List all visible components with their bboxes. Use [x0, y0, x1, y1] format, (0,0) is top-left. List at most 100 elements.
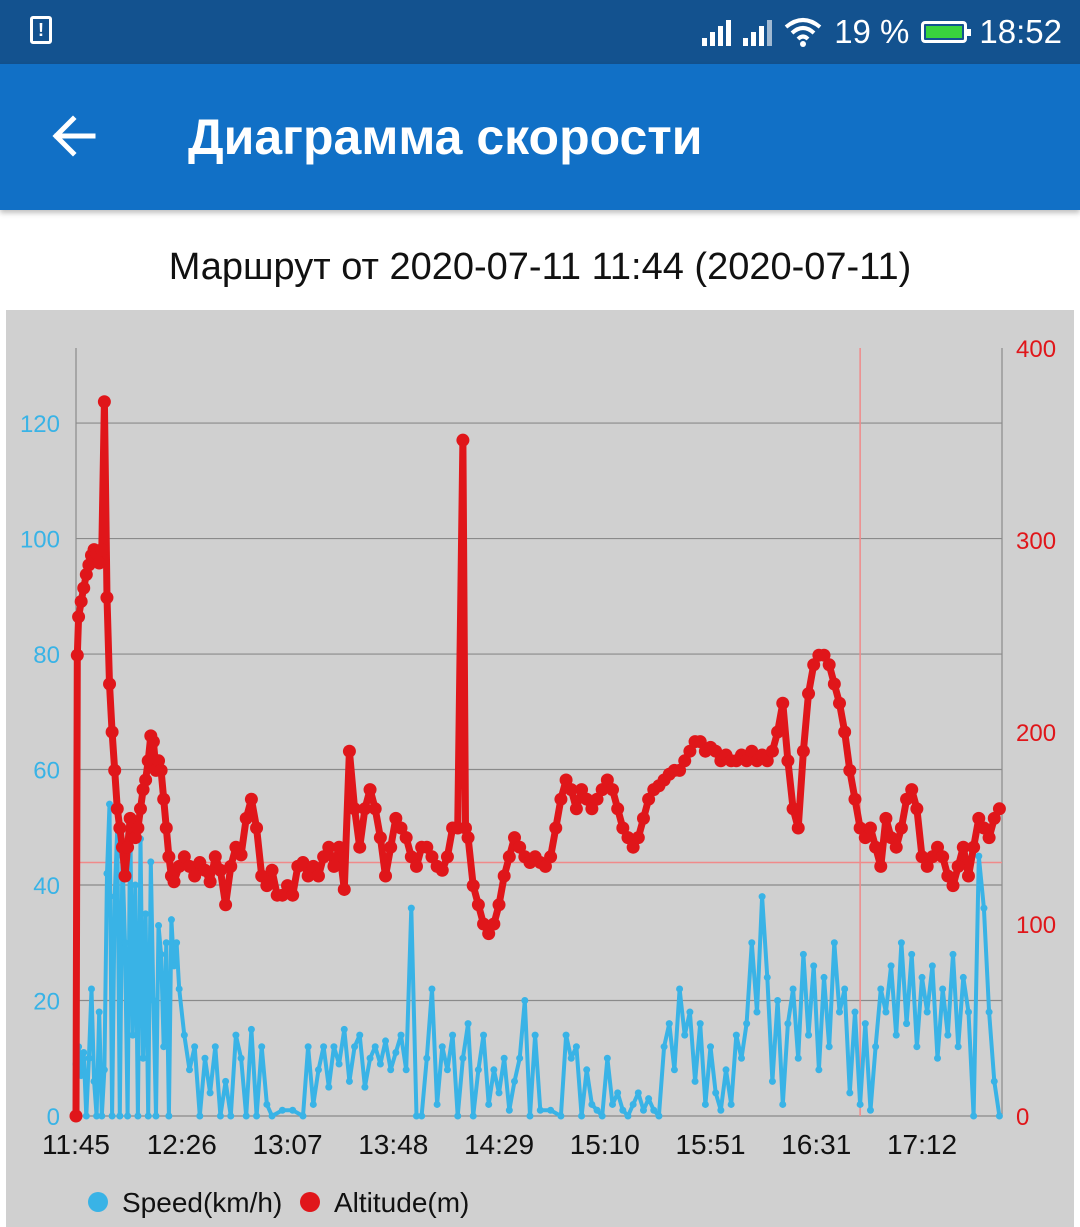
speed-point	[784, 1020, 792, 1028]
chart-area[interactable]: 0 20 40 60 80 100 120 0 100 200 300 400 11:45 12:26 13…	[6, 310, 1074, 1227]
speed-point	[495, 1089, 503, 1097]
speed-point	[227, 1112, 235, 1120]
speed-point	[722, 1066, 730, 1074]
altitude-point	[477, 917, 491, 931]
x-tick-label: 12:26	[147, 1129, 217, 1160]
speed-point	[676, 985, 684, 993]
speed-point	[866, 1106, 874, 1114]
speed-altitude-chart[interactable]: 0 20 40 60 80 100 120 0 100 200 300 400 11:45 12:26 13…	[6, 310, 1074, 1227]
speed-point	[531, 1031, 539, 1039]
altitude-point	[626, 840, 640, 854]
altitude-point	[353, 840, 367, 854]
altitude-point	[172, 859, 186, 873]
speed-point	[490, 1066, 498, 1074]
speed-point	[134, 1112, 142, 1120]
altitude-point	[435, 863, 449, 877]
altitude-point	[956, 840, 970, 854]
speed-point	[815, 1066, 823, 1074]
altitude-point	[162, 850, 176, 864]
altitude-point	[802, 687, 816, 701]
speed-point	[314, 1066, 322, 1074]
left-tick-label: 80	[33, 642, 60, 669]
speed-point	[727, 1100, 735, 1108]
battery-icon	[921, 21, 972, 43]
altitude-point	[198, 863, 212, 877]
speed-point	[882, 1008, 890, 1016]
speed-point	[547, 1106, 555, 1114]
speed-point	[474, 1066, 482, 1074]
speed-point	[139, 1054, 147, 1062]
altitude-point	[358, 802, 372, 816]
altitude-point	[636, 811, 650, 825]
speed-point	[624, 1112, 632, 1120]
altitude-point	[306, 859, 320, 873]
altitude-point	[487, 917, 501, 931]
speed-point	[660, 1043, 668, 1051]
altitude-point	[858, 831, 872, 845]
speed-point	[691, 1077, 699, 1085]
speed-point	[908, 950, 916, 958]
altitude-point	[348, 802, 362, 816]
x-tick-label: 15:51	[675, 1129, 745, 1160]
altitude-point	[982, 831, 996, 845]
speed-point	[376, 1060, 384, 1068]
altitude-point	[92, 556, 106, 570]
speed-point	[469, 1112, 477, 1120]
altitude-point	[538, 859, 552, 873]
altitude-point	[141, 754, 155, 768]
legend-altitude-marker	[300, 1192, 320, 1212]
speed-point	[609, 1100, 617, 1108]
altitude-point	[389, 811, 403, 825]
speed-point	[87, 985, 95, 993]
speed-point	[247, 1025, 255, 1033]
speed-point	[335, 1060, 343, 1068]
altitude-point	[384, 840, 398, 854]
speed-point	[330, 1043, 338, 1051]
speed-point	[100, 1066, 108, 1074]
speed-point	[418, 1112, 426, 1120]
altitude-point	[879, 811, 893, 825]
speed-point	[206, 1089, 214, 1097]
altitude-point	[905, 783, 919, 797]
speed-point	[851, 1008, 859, 1016]
altitude-point	[925, 850, 939, 864]
altitude-point	[118, 869, 132, 883]
speed-point	[768, 1077, 776, 1085]
altitude-point	[683, 744, 697, 758]
legend-speed-marker	[88, 1192, 108, 1212]
speed-point	[366, 1054, 374, 1062]
altitude-point	[139, 773, 153, 787]
altitude-point	[740, 754, 754, 768]
speed-point	[185, 1066, 193, 1074]
back-button[interactable]	[38, 100, 110, 172]
speed-point	[211, 1043, 219, 1051]
speed-point	[903, 1020, 911, 1028]
altitude-point	[471, 898, 485, 912]
speed-point	[825, 1043, 833, 1051]
altitude-point	[544, 850, 558, 864]
speed-point	[645, 1095, 653, 1103]
speed-point	[820, 973, 828, 981]
speed-point	[913, 1043, 921, 1051]
speed-point	[263, 1100, 271, 1108]
speed-point	[242, 1112, 250, 1120]
altitude-point	[771, 725, 785, 739]
speed-point	[732, 1031, 740, 1039]
altitude-point	[332, 840, 346, 854]
speed-point	[964, 1008, 972, 1016]
battery-percent: 19 %	[834, 13, 910, 50]
altitude-point	[915, 850, 929, 864]
altitude-point	[900, 792, 914, 806]
speed-point	[779, 1100, 787, 1108]
speed-point	[180, 1031, 188, 1039]
altitude-point	[585, 802, 599, 816]
speed-point	[438, 1043, 446, 1051]
altitude-point	[69, 1109, 83, 1123]
speed-point	[111, 893, 119, 901]
speed-point	[165, 1112, 173, 1120]
signal-1-icon	[702, 18, 732, 46]
right-tick-label: 0	[1016, 1104, 1029, 1131]
speed-point	[830, 939, 838, 947]
speed-point	[686, 1008, 694, 1016]
speed-point	[299, 1112, 307, 1120]
